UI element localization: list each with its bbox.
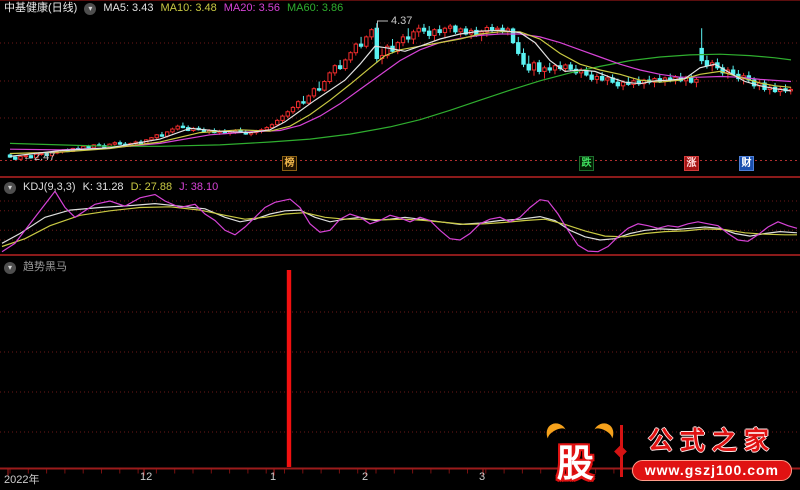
ma5-label: MA5: 3.43 — [103, 2, 154, 14]
website-url: www.gszj100.com — [631, 460, 792, 481]
kdj-dropdown-icon[interactable]: ▾ — [4, 181, 16, 194]
ma60-label: MA60: 3.86 — [287, 2, 344, 14]
axis-tick-label: 1 — [270, 471, 277, 483]
kdj-header: ▾ KDJ(9,3,3) K: 31.28 D: 27.88 J: 38.10 — [4, 181, 218, 194]
axis-tick-label: 2022年 — [4, 474, 40, 486]
panel3-title: 趋势黑马 — [23, 261, 67, 273]
kdj-d-value: D: 27.88 — [130, 181, 173, 193]
low-price-label: ←2.47 — [23, 151, 56, 163]
ma10-label: MA10: 3.48 — [160, 2, 217, 14]
watermark-logo: 股 公式之家 www.gszj100.com — [542, 419, 792, 484]
bull-character: 股 — [556, 443, 594, 484]
event-marker-icon[interactable]: 涨 — [684, 156, 699, 171]
panel3-header: ▾ 趋势黑马 — [4, 261, 67, 274]
kdj-k-value: K: 31.28 — [82, 181, 124, 193]
brand-name: 公式之家 — [647, 427, 776, 455]
bull-logo: 股 — [542, 419, 617, 484]
high-price-label: 4.37 — [391, 15, 413, 27]
kdj-title: KDJ(9,3,3) — [23, 181, 76, 193]
ma20-label: MA20: 3.56 — [223, 2, 280, 14]
panel3-dropdown-icon[interactable]: ▾ — [4, 261, 16, 274]
axis-tick-label: 3 — [479, 471, 486, 483]
watermark-divider — [613, 425, 627, 477]
axis-tick-label: 2 — [362, 471, 369, 483]
axis-tick-label: 12 — [140, 471, 153, 483]
watermark-text: 公式之家 www.gszj100.com — [631, 421, 792, 481]
main-chart-header: 中基健康(日线) ▾ MA5: 3.43 MA10: 3.48 MA20: 3.… — [4, 2, 343, 15]
event-marker-icon[interactable]: 榜 — [282, 156, 297, 171]
kdj-j-value: J: 38.10 — [179, 181, 219, 193]
diamond-icon — [613, 445, 627, 458]
indicator-dropdown-icon[interactable]: ▾ — [84, 2, 97, 15]
event-marker-icon[interactable]: 跌 — [579, 156, 594, 171]
event-marker-icon[interactable]: 财 — [739, 156, 754, 171]
stock-title: 中基健康(日线) — [4, 2, 78, 14]
